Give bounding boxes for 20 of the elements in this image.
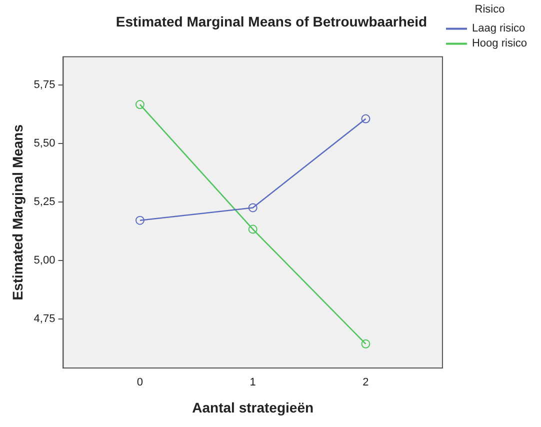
legend-label: Laag risico	[472, 22, 526, 35]
y-tick-label: 5,50	[34, 137, 56, 150]
y-tick-label: 4,75	[34, 312, 56, 325]
point	[135, 216, 144, 225]
point	[361, 339, 370, 348]
y-tick-label: 5,75	[34, 78, 56, 91]
point	[135, 100, 144, 110]
point	[361, 114, 370, 124]
chart-title: Estimated Marginal Means of Betrouwbaarheid	[116, 13, 428, 30]
point	[248, 224, 258, 234]
y-axis-title: Estimated Marginal Means	[9, 124, 26, 300]
x-axis-title: Aantal strategieën	[192, 399, 314, 416]
legend-label: Hoog risico	[472, 38, 528, 50]
x-tick-label: 0	[136, 376, 144, 389]
x-tick-label: 1	[250, 376, 256, 389]
point	[248, 203, 258, 212]
legend-title: Risico	[474, 4, 505, 16]
x-tick-label: 2	[362, 376, 369, 389]
y-tick-label: 5,00	[34, 254, 56, 266]
y-tick-label: 5,25	[34, 196, 56, 208]
